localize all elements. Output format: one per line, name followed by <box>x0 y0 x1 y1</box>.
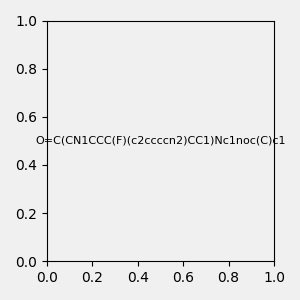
Text: O=C(CN1CCC(F)(c2ccccn2)CC1)Nc1noc(C)c1: O=C(CN1CCC(F)(c2ccccn2)CC1)Nc1noc(C)c1 <box>35 136 286 146</box>
